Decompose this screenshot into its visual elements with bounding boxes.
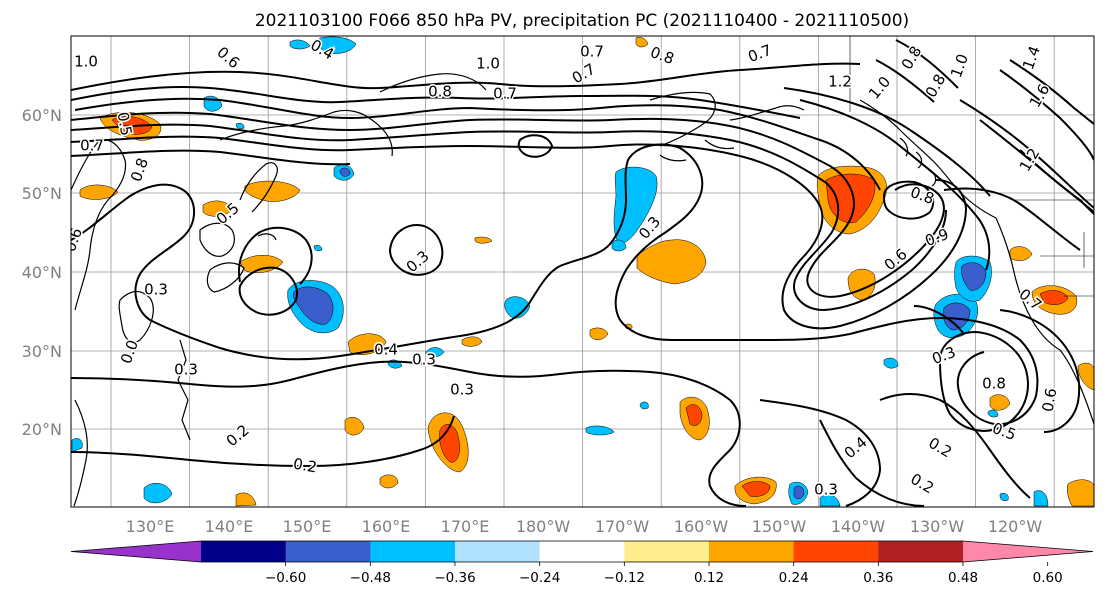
contour-label: 0.3 xyxy=(412,351,436,369)
colorbar-tick-label: 0.12 xyxy=(694,570,724,586)
contour-label: 0.8 xyxy=(428,83,452,101)
colorbar-extend-low xyxy=(71,541,201,562)
lat-label: 30°N xyxy=(22,342,62,361)
lon-label: 130°W xyxy=(910,517,965,536)
lon-label: 150°E xyxy=(283,517,332,536)
colorbar-tick-label: 0.24 xyxy=(779,570,809,586)
contour-label: 0.3 xyxy=(450,381,474,399)
colorbar-tick-label: −0.48 xyxy=(350,570,391,586)
graticule xyxy=(71,36,1094,507)
contour-label: 0.7 xyxy=(493,85,517,103)
longitude-labels: 130°E 140°E 150°E 160°E 170°E 180°W 170°… xyxy=(126,517,1043,536)
contour-label: 0.2 xyxy=(292,455,319,477)
contour-label: 0.6 xyxy=(1039,387,1061,414)
colorbar-outline xyxy=(70,540,1094,563)
colorbar-extend-high xyxy=(963,541,1093,562)
colorbar-segment xyxy=(539,541,625,562)
lon-label: 150°W xyxy=(752,517,807,536)
contour-label: 1.0 xyxy=(476,55,500,73)
contour-label: 0.3 xyxy=(814,481,838,499)
colorbar-segment xyxy=(878,541,964,562)
lon-label: 120°W xyxy=(988,517,1043,536)
colorbar-segment xyxy=(285,541,371,562)
lon-label: 180°W xyxy=(516,517,571,536)
colorbar-segment xyxy=(201,541,287,562)
lon-label: 140°E xyxy=(205,517,254,536)
colorbar-segment xyxy=(455,541,541,562)
colorbar-tick-label: 0.48 xyxy=(948,570,978,586)
contour-label: 0.3 xyxy=(144,281,168,299)
colorbar-tick-label: −0.12 xyxy=(604,570,645,586)
lat-label: 20°N xyxy=(22,420,62,439)
colorbar-tick-label: 0.60 xyxy=(1033,570,1063,586)
lon-label: 130°E xyxy=(126,517,175,536)
contour-label: 0.8 xyxy=(982,375,1006,393)
lon-label: 170°W xyxy=(595,517,650,536)
colorbar: −0.60 −0.48 −0.36 −0.24 −0.12 0.12 0.24 0.36 0.4… xyxy=(70,540,1094,586)
lon-label: 170°E xyxy=(441,517,490,536)
lat-label: 40°N xyxy=(22,263,62,282)
colorbar-tick-label: −0.24 xyxy=(519,570,560,586)
lon-label: 140°W xyxy=(831,517,886,536)
map-frame xyxy=(70,35,1095,508)
lon-label: 160°E xyxy=(362,517,411,536)
map-panel: 1.0 0.6 0.4 0.7 0.81.0 0.70.70.80.7 1.2 1.00.80… xyxy=(70,35,1095,508)
contour-label: 1.2 xyxy=(828,73,852,91)
contour-label: 0.3 xyxy=(174,361,198,379)
lon-label: 160°W xyxy=(674,517,729,536)
contour-label: 0.4 xyxy=(374,341,398,359)
lat-label: 60°N xyxy=(22,106,62,125)
political-borders xyxy=(849,36,1094,297)
colorbar-tick-label: −0.60 xyxy=(265,570,306,586)
colorbar-segment xyxy=(370,541,456,562)
map-title: 2021103100 F066 850 hPa PV, precipitatio… xyxy=(255,11,909,31)
colorbar-tick-label: 0.36 xyxy=(863,570,893,586)
contour-label: 0.7 xyxy=(580,43,604,61)
colorbar-tick-label: −0.36 xyxy=(434,570,475,586)
pv-contours xyxy=(71,39,1094,507)
contour-label: 0.7 xyxy=(80,137,104,155)
colorbar-segment xyxy=(709,541,795,562)
contour-label: 1.0 xyxy=(74,53,98,71)
lat-label: 50°N xyxy=(22,184,62,203)
latitude-labels: 60°N 50°N 40°N 30°N 20°N xyxy=(22,106,62,439)
colorbar-segment xyxy=(793,541,879,562)
colorbar-segment xyxy=(624,541,710,562)
